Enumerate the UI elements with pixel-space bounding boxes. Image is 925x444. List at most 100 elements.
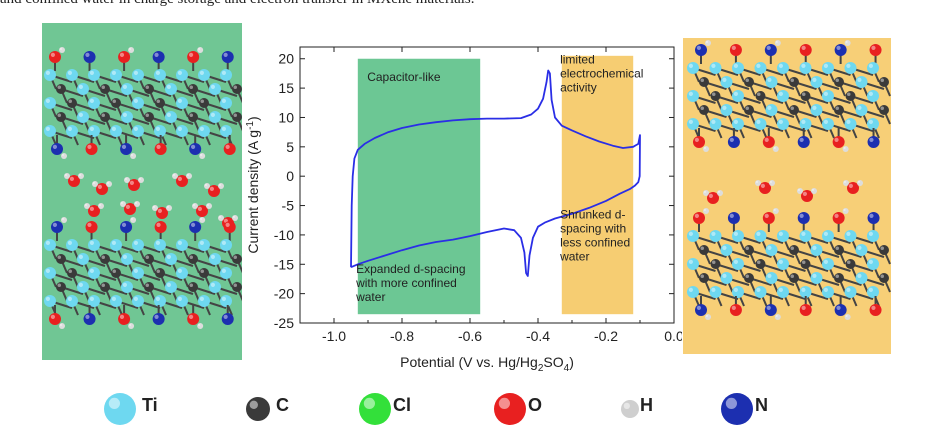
annotation-shrunked-d-spacing: Shrunked d-spacing with less confined wate… [559,207,630,263]
titanium-atom [66,125,78,137]
titanium-atom [44,295,56,307]
nitrogen-atom [834,304,847,316]
titanium-atom [44,239,56,251]
hydrogen-atom [842,146,849,152]
carbon-atom [144,254,154,264]
carbon-atom [67,268,77,278]
carbon-atom [879,77,889,87]
nitrogen-atom [189,221,202,233]
carbon-atom [100,112,110,122]
carbon-atom [755,91,766,101]
oxygen-atom [832,212,845,224]
legend-atom-h-icon [621,400,639,418]
carbon-atom [834,77,844,87]
titanium-atom [822,258,834,270]
carbon-atom [100,254,110,264]
carbon-atom [744,245,754,255]
titanium-atom [220,69,232,81]
carbon-atom [710,91,721,101]
titanium-atom [132,69,144,81]
water-hydrogen-atom [186,173,192,179]
legend-sphere-highlight [725,397,737,409]
titanium-atom [867,62,879,74]
legend-label-cl: Cl [393,395,411,415]
carbon-atom [100,84,110,94]
oxygen-atom [223,143,236,155]
titanium-atom [687,90,699,102]
nitrogen-atom [120,221,133,233]
titanium-atom [176,239,188,251]
titanium-atom [154,295,166,307]
nitrogen-atom [727,136,740,148]
water-hydrogen-atom [166,205,172,211]
nitrogen-atom [83,313,96,325]
carbon-atom [789,245,799,255]
water-oxygen-atom [801,190,813,202]
water-hydrogen-atom [703,190,709,196]
oxygen-atom [118,313,131,325]
carbon-atom [188,84,198,94]
titanium-atom [132,239,144,251]
legend-label-h: H [640,395,653,415]
atom-legend: Ti C Cl O H N [0,385,925,435]
titanium-atom [132,295,144,307]
titanium-atom [88,239,100,251]
titanium-atom [732,258,744,270]
oxygen-atom [154,143,167,155]
carbon-atom [155,268,165,278]
carbon-atom [111,268,121,278]
titanium-atom [810,76,823,88]
legend-item-o: O [490,385,580,435]
hydrogen-atom [59,323,65,329]
y-tick-label: 10 [278,109,294,125]
nitrogen-atom [83,51,96,63]
shrunk-mxene-structure-panel [683,38,891,354]
hydrogen-atom [772,146,779,152]
titanium-atom [844,118,857,130]
titanium-atom [844,230,857,242]
carbon-atom [232,112,242,122]
nitrogen-atom [797,136,810,148]
legend-label-n: N [755,395,768,415]
hydrogen-atom [61,217,67,223]
titanium-atom [732,230,744,242]
titanium-atom [720,104,733,116]
nitrogen-atom [695,44,707,56]
titanium-atom [121,281,133,293]
water-hydrogen-atom [152,205,158,211]
oxygen-atom [85,143,98,155]
titanium-atom [132,267,144,279]
x-tick-label: -0.6 [458,328,482,344]
oxygen-atom [799,44,812,56]
y-tick-label: 5 [286,139,294,155]
titanium-atom [709,118,722,130]
titanium-atom [844,286,857,298]
titanium-atom [165,281,177,293]
water-hydrogen-atom [172,173,178,179]
titanium-atom [110,69,122,81]
water-oxygen-atom [128,179,140,191]
titanium-atom [44,125,56,137]
carbon-atom [188,254,198,264]
hydrogen-atom [199,217,206,223]
oxygen-atom [762,136,775,148]
legend-sphere [359,393,391,425]
legend-atom-n-icon [721,393,753,425]
carbon-atom [744,273,754,283]
titanium-atom [709,62,722,74]
legend-item-h: H [610,385,700,435]
y-tick-label: 0 [286,168,294,184]
titanium-atom [732,90,744,102]
titanium-atom [165,83,177,95]
carbon-atom [845,91,856,101]
water-hydrogen-atom [92,181,98,187]
cyclic-voltammogram-chart: -1.0 -0.8 -0.6 -0.4 -0.2 0.0 20 15 10 5 0 -5 -10 -15 -… [245,46,682,374]
titanium-atom [220,97,232,109]
oxygen-atom [762,212,775,224]
carbon-atom [232,84,242,94]
titanium-atom [176,69,188,81]
titanium-atom [176,97,188,109]
x-tick-label: -0.4 [526,328,550,344]
titanium-atom [687,286,699,298]
titanium-atom [799,230,812,242]
